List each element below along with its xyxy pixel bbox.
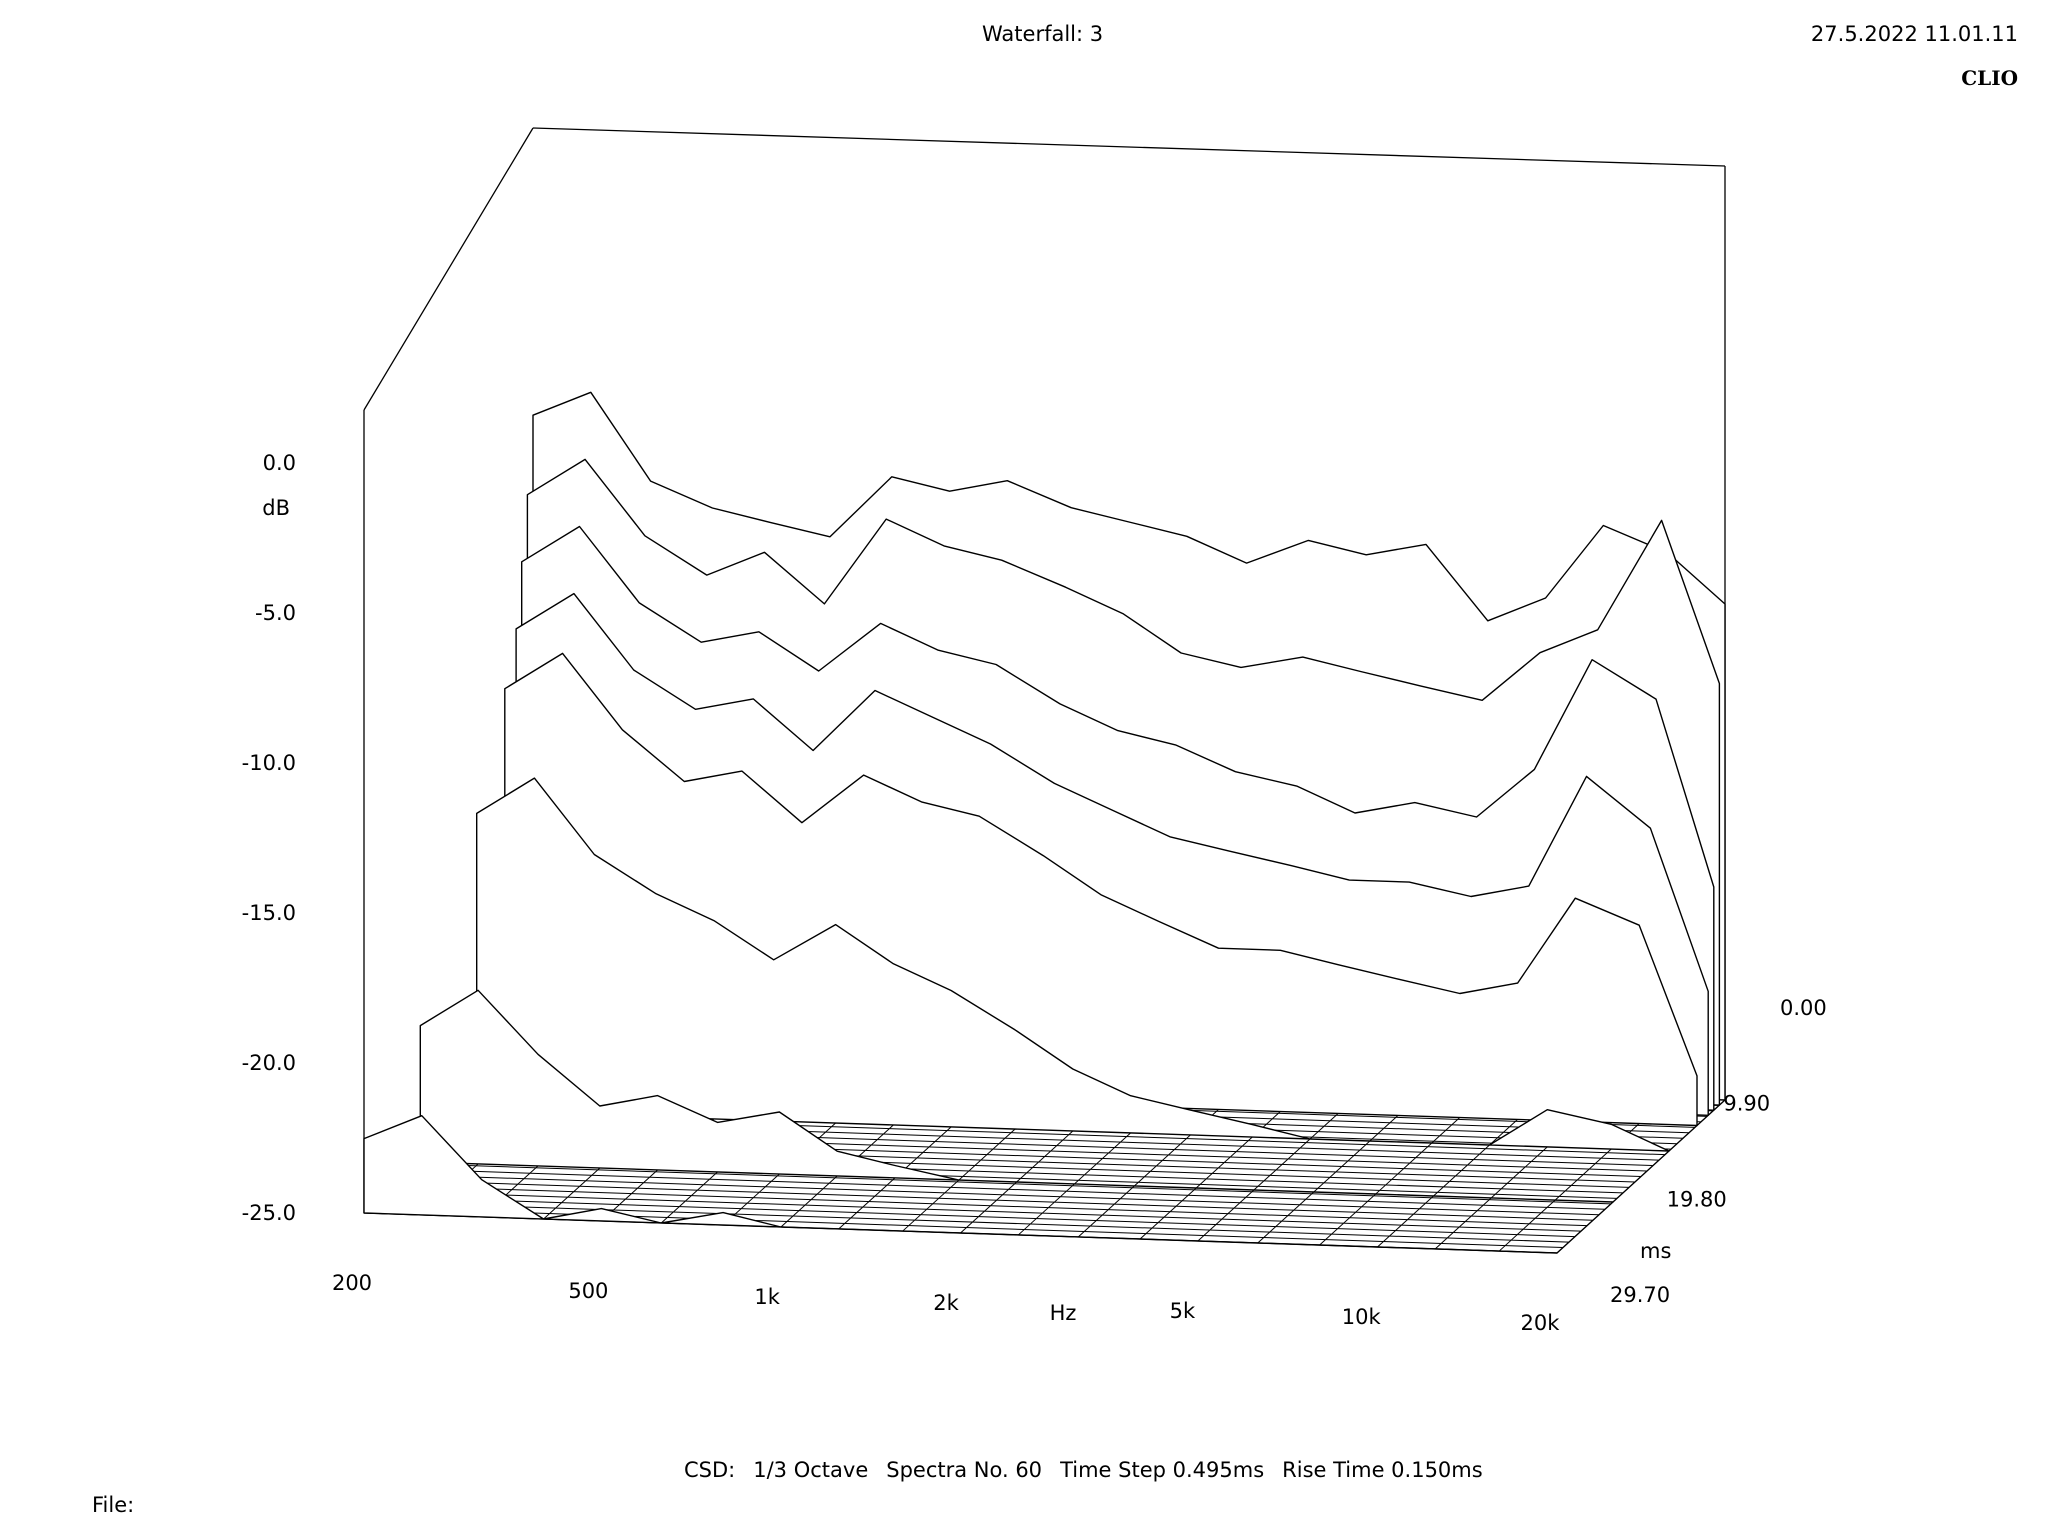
db-axis-label: dB <box>262 496 290 520</box>
left-top-edge <box>363 127 534 411</box>
floor-grid-time-line <box>382 1196 1576 1238</box>
spectra-slices <box>363 391 1726 1254</box>
floor-grid-time-line <box>394 1185 1588 1227</box>
time-step: Time Step 0.495ms <box>1060 1458 1265 1482</box>
spectrum-slice <box>476 777 1670 1152</box>
spectrum-slice <box>363 1115 1558 1254</box>
spectra-count: Spectra No. 60 <box>886 1458 1043 1482</box>
frequency-tick-label: 1k <box>754 1285 780 1309</box>
floor-grid-time-line <box>412 1168 1606 1210</box>
frequency-tick-label: 200 <box>332 1271 372 1295</box>
db-tick-label: -25.0 <box>242 1201 296 1225</box>
frequency-tick-label: 5k <box>1170 1299 1196 1323</box>
floor-grid-time-line <box>376 1201 1570 1243</box>
measurement-info: CSD: 1/3 Octave Spectra No. 60 Time Step 0.… <box>684 1458 1483 1482</box>
time-tick-label: 19.80 <box>1667 1187 1727 1211</box>
db-tick-label: -5.0 <box>255 601 296 625</box>
db-tick-label: 0.0 <box>263 451 296 475</box>
octave-smoothing: 1/3 Octave <box>753 1458 869 1482</box>
time-tick-label: 0.00 <box>1780 996 1827 1020</box>
back-top-edge <box>532 127 1726 167</box>
frequency-tick-label: 10k <box>1342 1305 1382 1329</box>
frequency-tick-label: 500 <box>568 1279 608 1303</box>
time-axis-label: ms <box>1640 1239 1671 1263</box>
timestamp: 27.5.2022 11.01.11 <box>1810 22 2018 46</box>
frequency-tick-label: 20k <box>1521 1311 1561 1335</box>
time-tick-label: 9.90 <box>1723 1092 1770 1116</box>
floor-grid-time-line <box>418 1163 1612 1205</box>
axis-ticks: 0.0 -5.0 -10.0 -15.0 -20.0 -25.0 dB 200 500 1k 2k 5… <box>242 451 1827 1335</box>
frequency-axis-label: Hz <box>1050 1301 1077 1325</box>
time-tick-label: 29.70 <box>1610 1283 1670 1307</box>
rise-time: Rise Time 0.150ms <box>1282 1458 1483 1482</box>
db-tick-label: -15.0 <box>242 901 296 925</box>
floor-grid-time-line <box>406 1174 1600 1216</box>
chart-title: Waterfall: 3 <box>982 22 1104 46</box>
frequency-tick-label: 2k <box>933 1291 959 1315</box>
floor-grid-time-line <box>388 1190 1582 1232</box>
brand-logo: CLIO <box>1961 66 2018 90</box>
csd-mode: CSD: <box>684 1458 736 1482</box>
file-label: File: <box>92 1493 135 1517</box>
spectrum-slice <box>419 989 1614 1203</box>
db-tick-label: -10.0 <box>242 751 296 775</box>
db-tick-label: -20.0 <box>242 1051 296 1075</box>
floor-grid-time-line <box>400 1179 1594 1221</box>
